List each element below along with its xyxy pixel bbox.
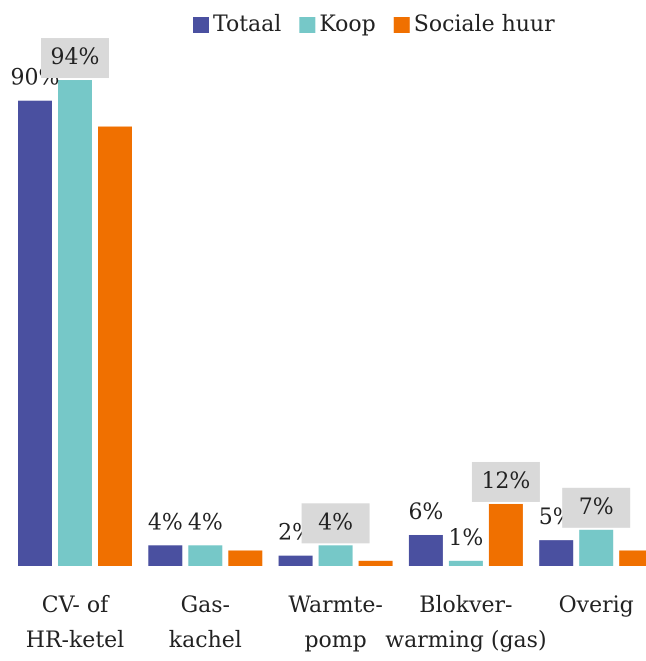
bar	[448, 560, 483, 566]
legend-label: Totaal	[213, 12, 281, 37]
bar	[278, 555, 313, 566]
bar	[98, 126, 132, 567]
bar	[579, 529, 614, 566]
bar	[408, 534, 443, 566]
bar	[188, 545, 223, 566]
x-tick-label: Blokver-	[419, 593, 512, 618]
x-tick-label: Warmte-	[288, 593, 383, 618]
x-tick-label: CV- of	[42, 593, 110, 618]
data-label: 7%	[579, 495, 614, 520]
data-label: 1%	[448, 526, 483, 551]
bar	[18, 100, 52, 566]
bar	[58, 80, 92, 567]
data-label: 12%	[481, 469, 530, 494]
legend-swatch	[393, 17, 410, 33]
legend-label: Sociale huur	[414, 12, 555, 37]
data-label: 4%	[188, 510, 223, 535]
bar	[619, 550, 646, 566]
x-tick-label: warming (gas)	[385, 628, 546, 653]
x-tick-label: Gas-	[181, 593, 230, 618]
x-tick-label: HR-ketel	[26, 628, 124, 653]
bar	[358, 560, 393, 566]
x-tick-label: pomp	[304, 628, 366, 653]
label-box	[562, 487, 631, 528]
x-tick-label: Overig	[559, 593, 634, 618]
bar	[539, 540, 574, 566]
data-label: 4%	[148, 510, 183, 535]
data-label: 94%	[51, 45, 100, 70]
x-tick-label: kachel	[169, 628, 242, 653]
data-label: 6%	[408, 500, 443, 525]
legend-swatch	[193, 17, 209, 33]
bar	[228, 550, 263, 566]
legend-swatch	[299, 17, 316, 33]
label-box	[41, 38, 109, 79]
data-label: 4%	[318, 510, 353, 535]
label-box	[471, 461, 540, 502]
legend-label: Koop	[319, 12, 375, 37]
bar	[148, 545, 183, 566]
label-box	[301, 503, 370, 544]
bar	[318, 545, 353, 566]
bar	[488, 503, 523, 566]
